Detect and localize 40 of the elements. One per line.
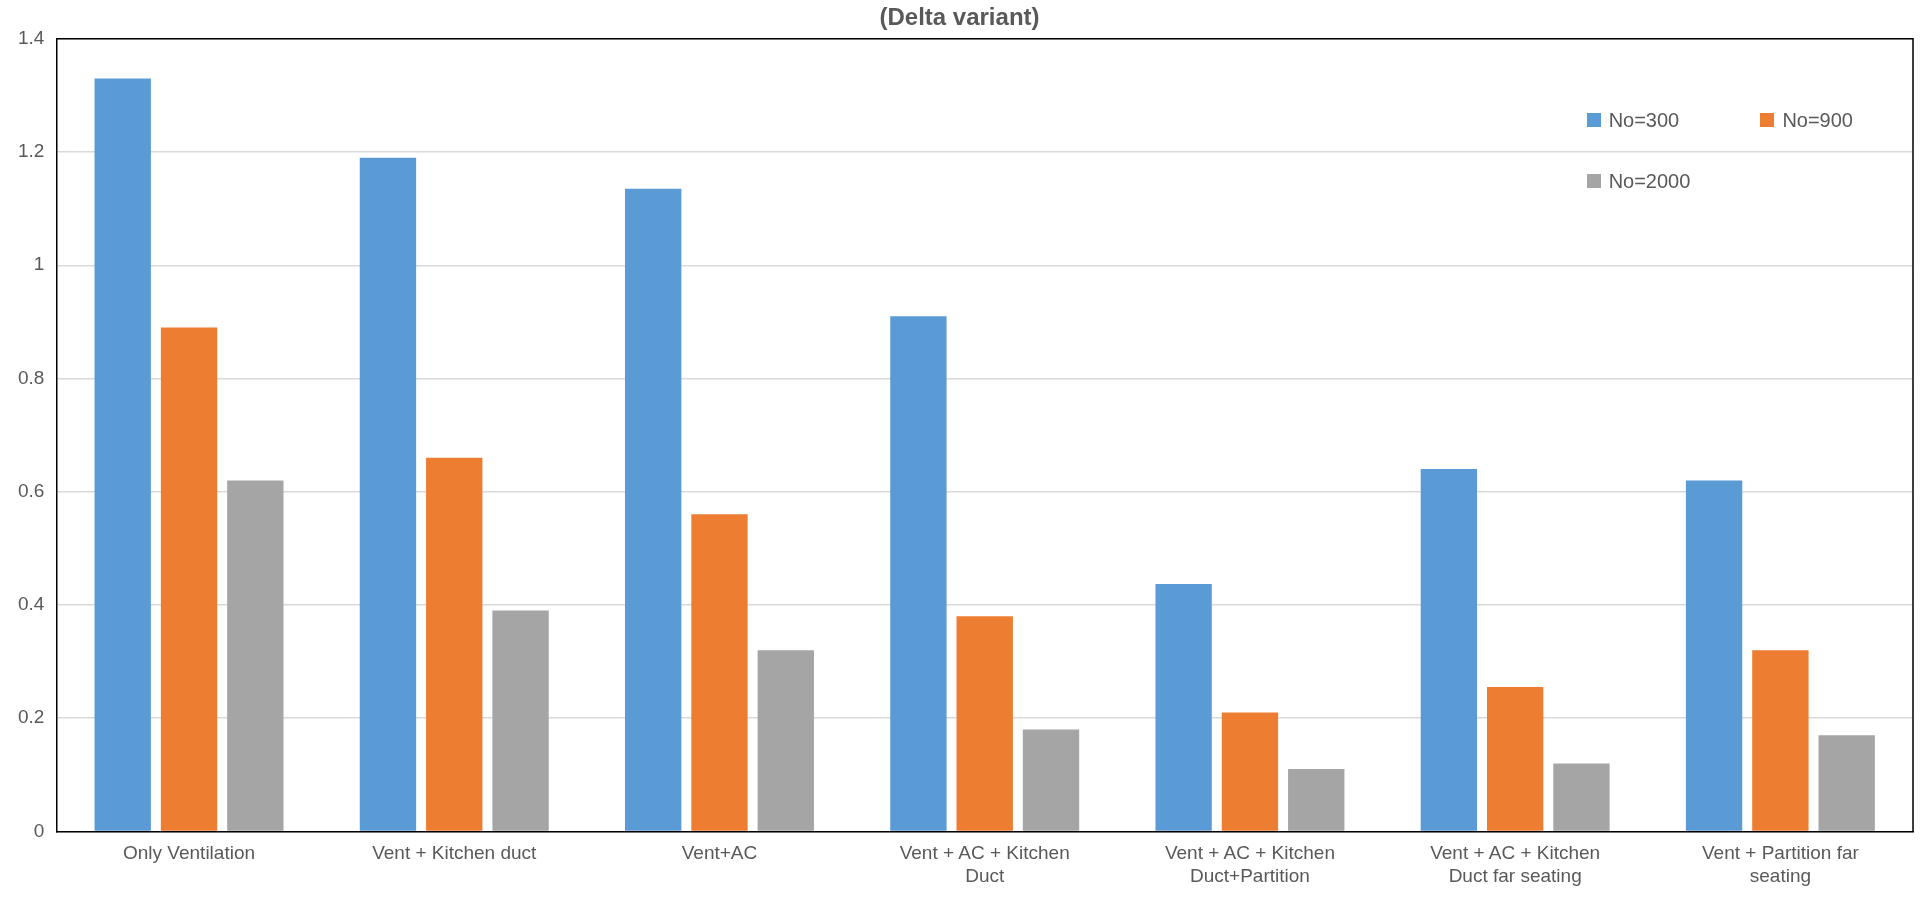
y-tick-label: 0.2	[17, 706, 45, 728]
bar	[1155, 584, 1212, 831]
bar	[1022, 729, 1080, 831]
y-tick-label: 1.2	[17, 140, 45, 162]
x-tick-label: Vent+AC	[681, 842, 758, 864]
bar	[359, 157, 417, 831]
bar	[1221, 712, 1279, 831]
bar	[426, 457, 483, 831]
bar	[890, 316, 947, 831]
bar	[1553, 763, 1610, 831]
bar	[1685, 480, 1743, 831]
chart-title: (Delta variant)	[879, 3, 1040, 31]
y-tick-label: 0	[33, 819, 45, 841]
legend-label: No=300	[1608, 108, 1680, 132]
bar	[691, 514, 748, 831]
bar	[227, 480, 284, 831]
y-tick-label: 0.8	[17, 366, 45, 388]
legend-label: No=900	[1782, 108, 1853, 132]
bar	[1752, 650, 1809, 831]
legend-label: No=2000	[1608, 169, 1691, 193]
y-tick-label: 0.6	[17, 479, 45, 501]
x-tick-label: Vent + AC + Kitchen Duct far seating	[1430, 842, 1601, 886]
bar	[757, 650, 814, 831]
bar	[94, 78, 151, 831]
bar	[1288, 769, 1345, 831]
y-tick-label: 0.4	[17, 593, 45, 615]
y-tick-label: 1	[33, 253, 45, 275]
bar	[624, 188, 682, 831]
x-tick-label: Vent + AC + Kitchen Duct	[899, 842, 1070, 886]
bar	[160, 327, 218, 831]
bar	[1818, 735, 1875, 831]
bar	[492, 610, 549, 831]
y-tick-label: 1.4	[17, 27, 45, 49]
x-tick-label: Vent + AC + Kitchen Duct+Partition	[1164, 842, 1335, 886]
x-tick-label: Vent + Kitchen duct	[372, 842, 538, 864]
bar	[1486, 687, 1544, 831]
x-tick-label: Only Ventilation	[123, 842, 256, 864]
bar	[1420, 469, 1478, 831]
bar	[956, 616, 1013, 831]
x-tick-label: Vent + Partition far seating	[1701, 842, 1860, 886]
